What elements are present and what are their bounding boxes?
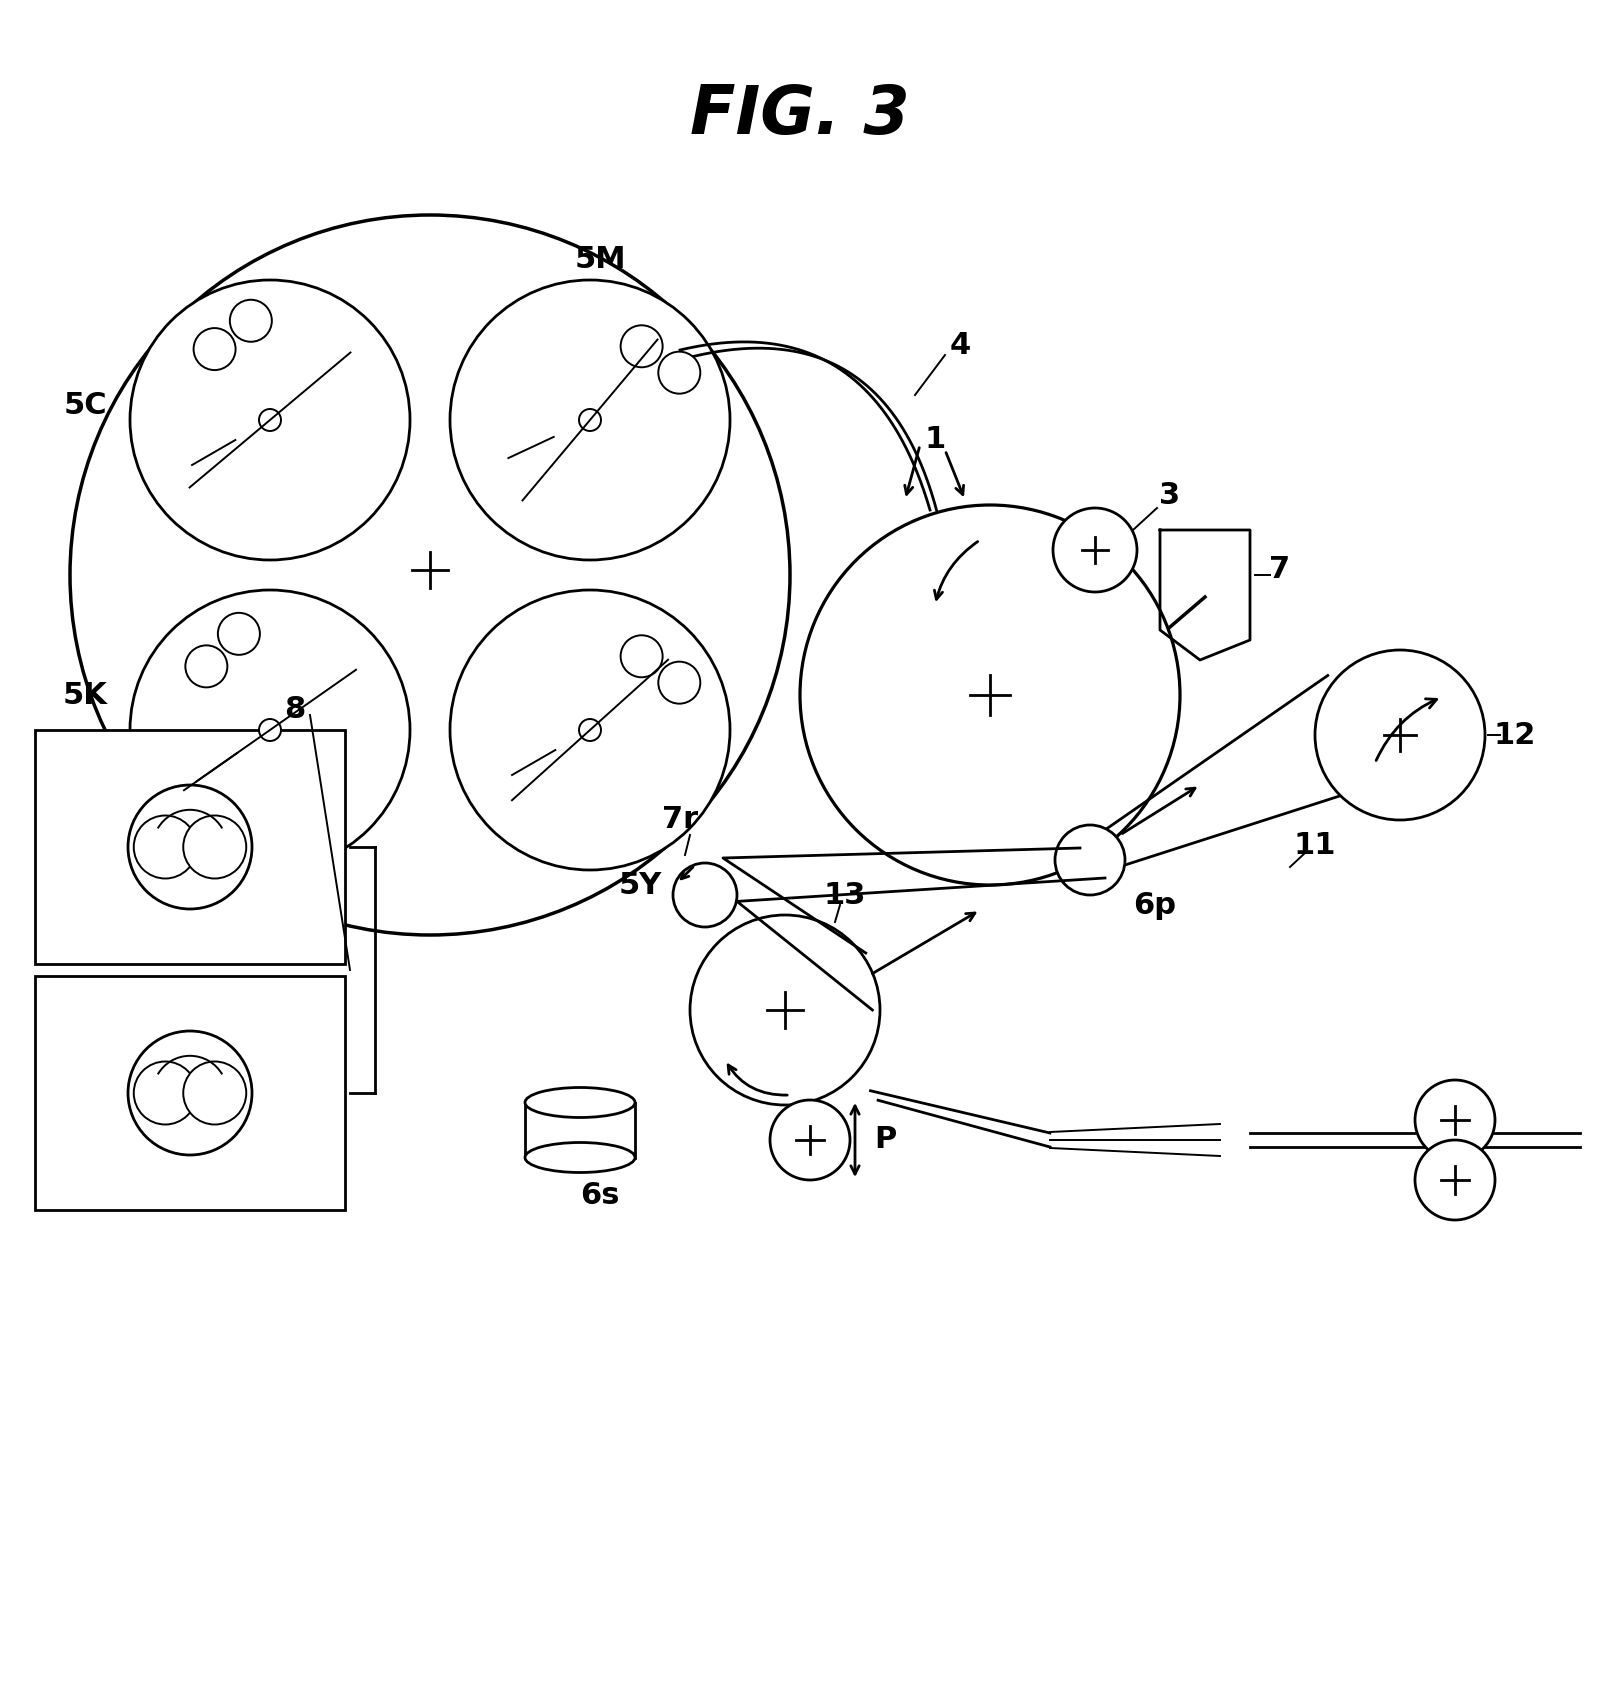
Circle shape	[1414, 1080, 1495, 1159]
Text: 5C: 5C	[63, 390, 106, 419]
Circle shape	[259, 408, 282, 431]
Text: 11: 11	[1294, 831, 1335, 859]
Circle shape	[658, 661, 700, 703]
Circle shape	[129, 785, 253, 909]
Circle shape	[129, 1031, 253, 1154]
Text: 5Y: 5Y	[618, 871, 661, 900]
Circle shape	[230, 300, 272, 342]
Circle shape	[130, 590, 410, 870]
Circle shape	[1315, 649, 1485, 820]
Circle shape	[130, 280, 410, 559]
Text: 13: 13	[824, 880, 866, 910]
Circle shape	[134, 815, 196, 878]
Circle shape	[579, 719, 602, 741]
Circle shape	[71, 215, 790, 936]
Circle shape	[217, 614, 261, 654]
Circle shape	[1414, 1141, 1495, 1220]
Text: 1: 1	[925, 425, 946, 454]
Circle shape	[579, 408, 602, 431]
Circle shape	[185, 646, 227, 688]
Text: 7: 7	[1270, 556, 1290, 585]
Circle shape	[673, 863, 737, 927]
Circle shape	[658, 351, 700, 393]
Text: 6s: 6s	[581, 1181, 619, 1210]
Ellipse shape	[525, 1142, 636, 1173]
Circle shape	[193, 329, 235, 370]
Circle shape	[621, 636, 663, 678]
Bar	[35, 731, 344, 964]
Text: 6p: 6p	[1133, 890, 1176, 919]
Circle shape	[451, 590, 730, 870]
Circle shape	[134, 1061, 196, 1124]
Text: 12: 12	[1493, 720, 1537, 749]
Ellipse shape	[525, 1088, 636, 1117]
Circle shape	[1052, 508, 1138, 592]
Text: FIG. 3: FIG. 3	[690, 81, 909, 147]
Bar	[35, 976, 344, 1210]
Text: 7r: 7r	[661, 805, 698, 834]
Text: 5K: 5K	[63, 680, 108, 710]
Text: 4: 4	[949, 331, 970, 359]
Circle shape	[451, 280, 730, 559]
Text: 5M: 5M	[574, 246, 626, 275]
Circle shape	[183, 815, 246, 878]
Text: P: P	[874, 1125, 896, 1154]
Circle shape	[183, 1061, 246, 1124]
Text: 8: 8	[285, 695, 306, 724]
Circle shape	[621, 325, 663, 368]
Circle shape	[771, 1100, 850, 1180]
Text: 3: 3	[1160, 480, 1181, 510]
Circle shape	[1056, 825, 1125, 895]
Circle shape	[800, 505, 1179, 885]
Circle shape	[259, 719, 282, 741]
Circle shape	[690, 915, 880, 1105]
